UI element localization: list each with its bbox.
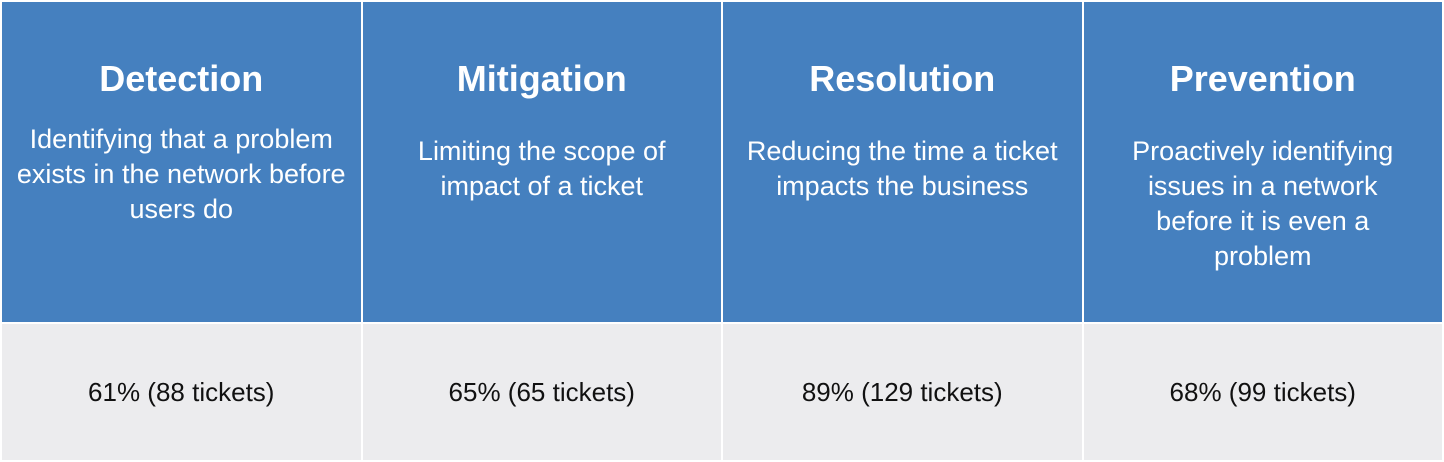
column-title: Detection [99,58,264,99]
column-description: Reducing the time a ticket impacts the b… [746,136,1058,201]
header-row: Detection Identifying that a problem exi… [0,0,1444,324]
header-cell-prevention: Prevention Proactively identifying issue… [1081,0,1444,324]
value-cell: 68% (99 tickets) [1081,322,1444,462]
header-cell-resolution: Resolution Reducing the time a ticket im… [721,0,1084,324]
header-cell-detection: Detection Identifying that a problem exi… [0,0,363,324]
values-row: 61% (88 tickets) 65% (65 tickets) 89% (1… [0,322,1444,462]
column-description: Identifying that a problem exists in the… [16,124,346,224]
header-cell-mitigation: Mitigation Limiting the scope of impact … [360,0,723,324]
column-title: Resolution [809,58,996,99]
value-cell: 61% (88 tickets) [0,322,363,462]
value-cell: 89% (129 tickets) [721,322,1084,462]
column-description: Limiting the scope of impact of a ticket [417,136,666,201]
column-description: Proactively identifying issues in a netw… [1132,136,1394,271]
column-title: Prevention [1169,58,1356,99]
value-cell: 65% (65 tickets) [360,322,723,462]
column-title: Mitigation [456,58,627,99]
